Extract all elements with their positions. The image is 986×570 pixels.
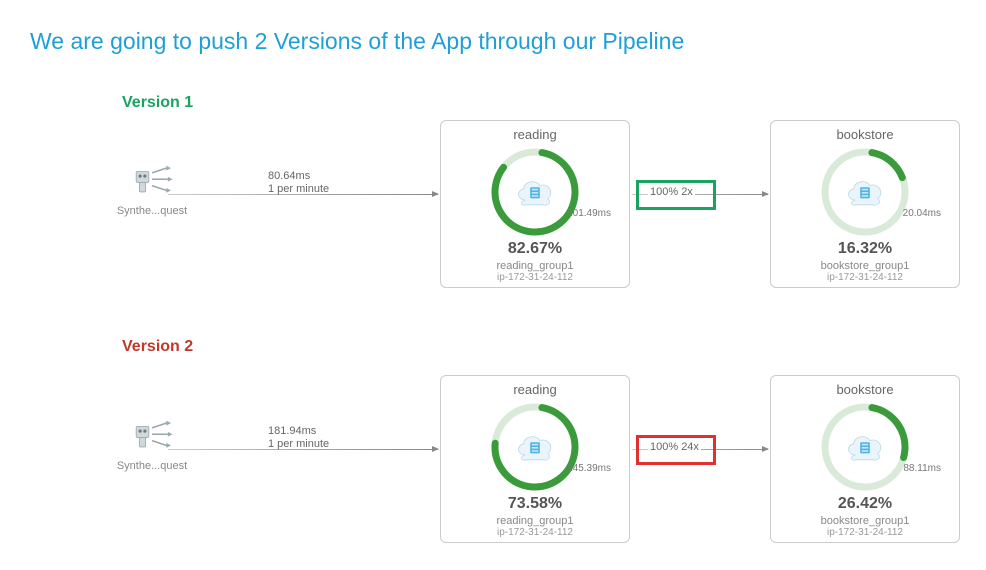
page-title: We are going to push 2 Versions of the A… [30,28,684,55]
cloud-server-icon [511,429,559,465]
cloud-server-icon [841,429,889,465]
group-label: reading_group1 [441,515,629,527]
percent-label: 82.67% [441,240,629,258]
latency-label: 101.49ms [567,208,611,219]
service-title: bookstore [771,382,959,397]
robot-icon [127,165,177,203]
health-ring: 101.49ms [489,146,581,238]
service-node: bookstore 20.04ms 16.32% bookstore_group… [770,120,960,288]
edge-mid-label: 100% 2x [648,186,695,198]
service-node: reading 245.39ms 73.58% reading_group1 i… [440,375,630,543]
group-label: bookstore_group1 [771,515,959,527]
percent-label: 26.42% [771,495,959,513]
service-node: reading 101.49ms 82.67% reading_group1 i… [440,120,630,288]
version1-row: Synthe...quest 80.64ms1 per minute readin… [0,120,986,300]
source-node: Synthe...quest [112,165,192,217]
edge1-label: 80.64ms1 per minute [268,170,329,196]
latency-label: 20.04ms [903,208,941,219]
host-label: ip-172-31-24-112 [771,272,959,283]
edge1-label: 181.94ms1 per minute [268,425,329,451]
version2-label: Version 2 [122,338,193,356]
version1-label: Version 1 [122,94,193,112]
service-title: bookstore [771,127,959,142]
health-ring: 20.04ms [819,146,911,238]
host-label: ip-172-31-24-112 [441,527,629,538]
percent-label: 16.32% [771,240,959,258]
service-node: bookstore 88.11ms 26.42% bookstore_group… [770,375,960,543]
health-ring: 88.11ms [819,401,911,493]
robot-icon [127,420,177,458]
latency-label: 88.11ms [903,463,941,474]
version2-row: Synthe...quest 181.94ms1 per minute readi… [0,375,986,555]
percent-label: 73.58% [441,495,629,513]
cloud-server-icon [841,174,889,210]
cloud-server-icon [511,174,559,210]
group-label: bookstore_group1 [771,260,959,272]
source-label: Synthe...quest [112,460,192,472]
edge-mid-label: 100% 24x [648,441,701,453]
group-label: reading_group1 [441,260,629,272]
health-ring: 245.39ms [489,401,581,493]
latency-label: 245.39ms [567,463,611,474]
host-label: ip-172-31-24-112 [771,527,959,538]
service-title: reading [441,127,629,142]
host-label: ip-172-31-24-112 [441,272,629,283]
source-label: Synthe...quest [112,205,192,217]
source-node: Synthe...quest [112,420,192,472]
service-title: reading [441,382,629,397]
